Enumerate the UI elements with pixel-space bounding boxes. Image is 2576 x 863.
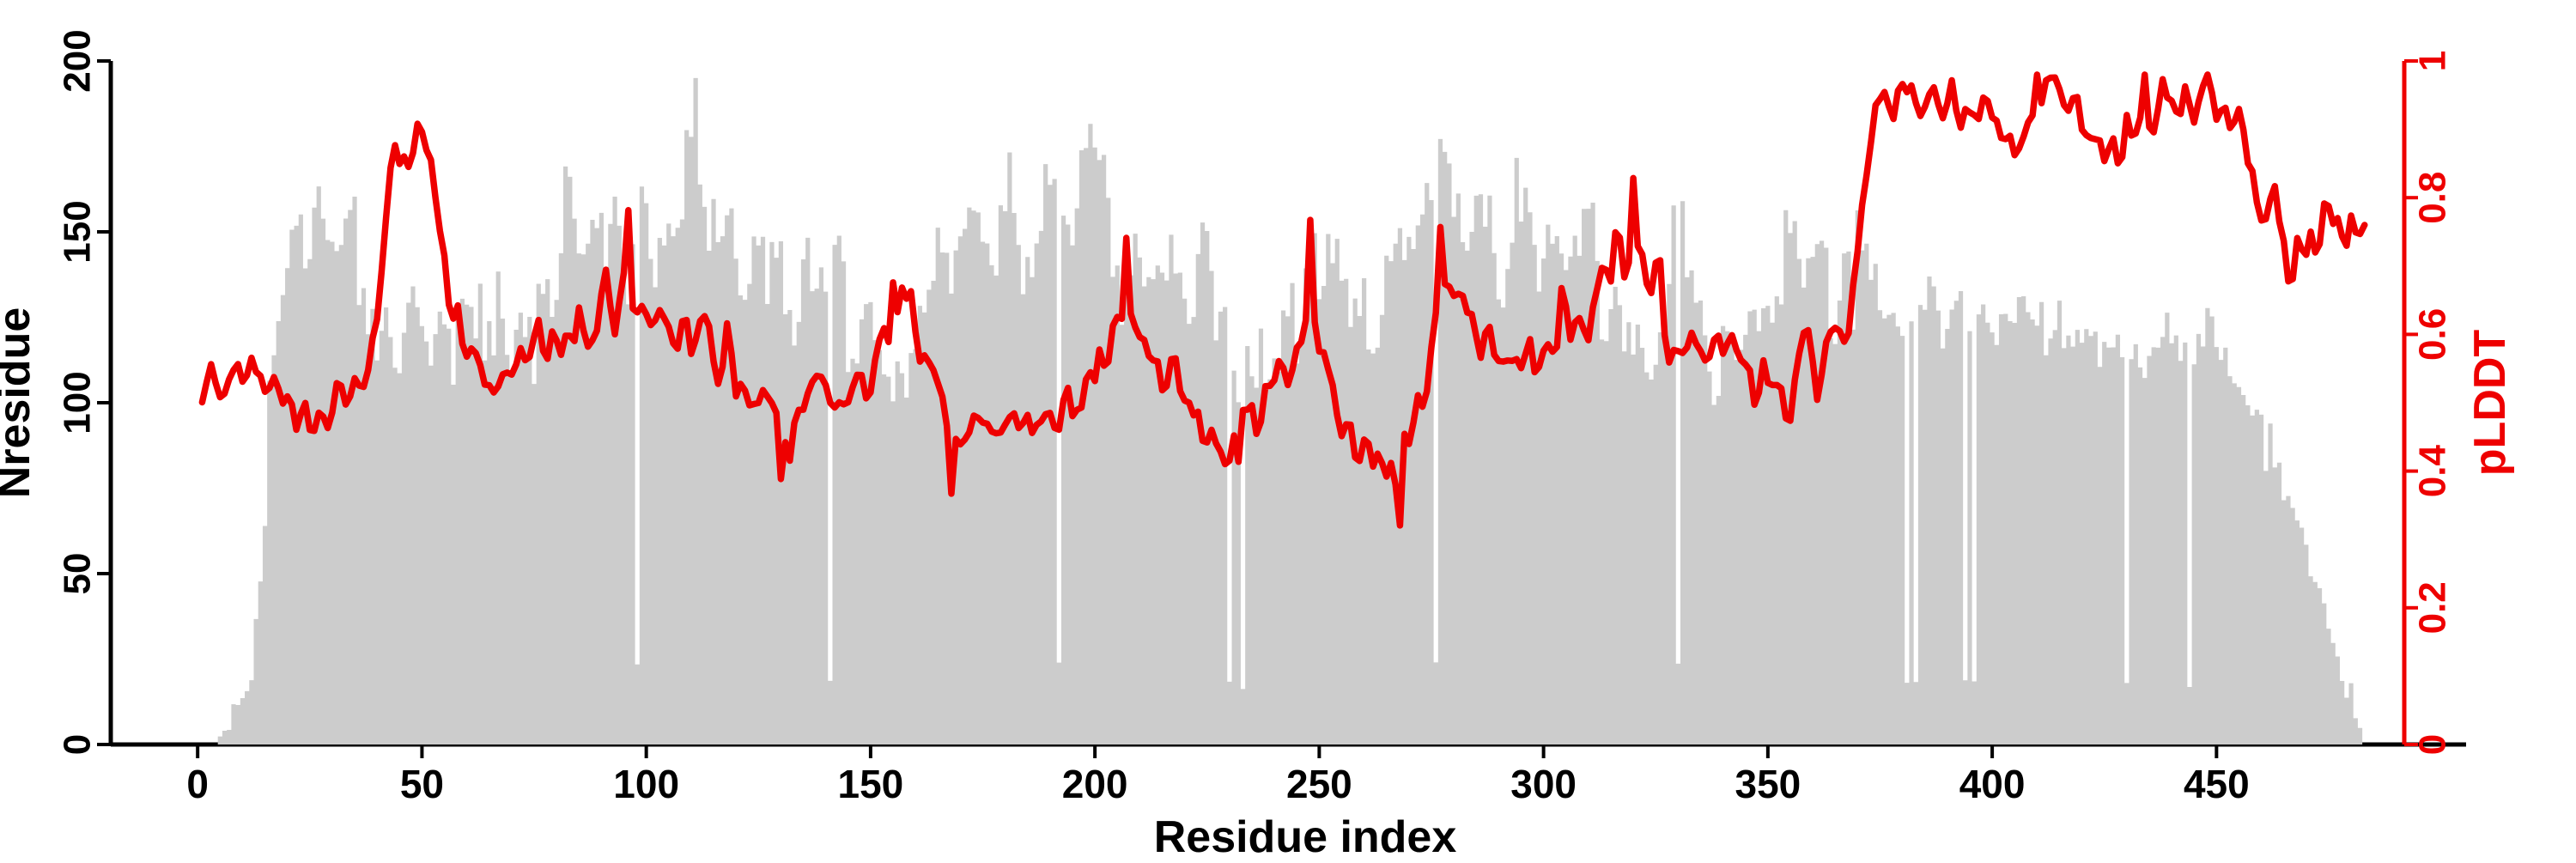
svg-text:0.4: 0.4 — [2412, 444, 2454, 497]
svg-text:pLDDT: pLDDT — [2465, 330, 2515, 477]
svg-text:0.2: 0.2 — [2412, 581, 2454, 634]
svg-text:400: 400 — [1959, 762, 2026, 806]
svg-text:450: 450 — [2184, 762, 2250, 806]
svg-text:Residue index: Residue index — [1154, 812, 1457, 859]
svg-text:50: 50 — [400, 762, 444, 806]
svg-text:1: 1 — [2412, 51, 2454, 71]
svg-text:250: 250 — [1286, 762, 1352, 806]
svg-text:150: 150 — [838, 762, 904, 806]
svg-text:350: 350 — [1735, 762, 1801, 806]
svg-text:300: 300 — [1510, 762, 1577, 806]
svg-text:Nresidue: Nresidue — [0, 307, 39, 499]
svg-text:100: 100 — [57, 371, 99, 434]
svg-text:0.8: 0.8 — [2412, 172, 2454, 224]
svg-text:200: 200 — [1062, 762, 1128, 806]
svg-text:0: 0 — [57, 734, 99, 755]
svg-text:200: 200 — [57, 29, 99, 92]
svg-text:50: 50 — [57, 553, 99, 595]
svg-text:0.6: 0.6 — [2412, 308, 2454, 361]
svg-text:100: 100 — [613, 762, 679, 806]
svg-text:150: 150 — [57, 200, 99, 263]
svg-text:0: 0 — [2412, 734, 2454, 755]
svg-text:0: 0 — [186, 762, 209, 806]
